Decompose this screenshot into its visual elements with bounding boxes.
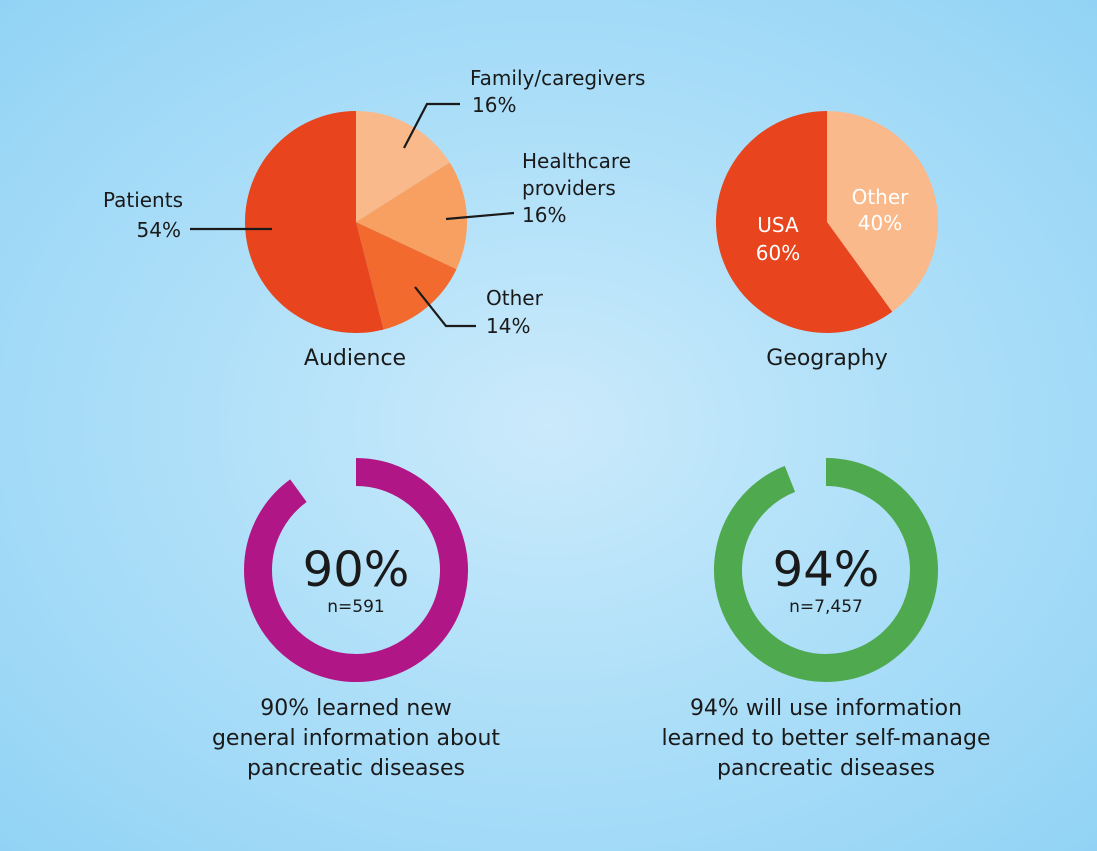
geography-pie-chart: USA 60% Other 40% Geography <box>715 111 938 371</box>
slice-value-healthcare-providers: 16% <box>522 203 566 227</box>
audience-chart-title: Audience <box>304 346 406 371</box>
slice-label-family-caregivers: Family/caregivers <box>470 66 645 90</box>
slice-value-geo-other: 40% <box>858 211 902 235</box>
donut-caption-2-line2: learned to better self-manage <box>661 726 990 751</box>
donut-caption-1-line3: pancreatic diseases <box>247 756 465 781</box>
donut-caption-2-line3: pancreatic diseases <box>717 756 935 781</box>
donut-learned-new-info: 90% n=591 90% learned new general inform… <box>212 458 500 781</box>
leader-line-healthcare-providers <box>445 211 515 221</box>
geography-chart-title: Geography <box>766 346 887 371</box>
slice-value-family-caregivers: 16% <box>472 93 516 117</box>
geography-slice-other <box>827 111 938 312</box>
donut-arc-94 <box>714 458 938 682</box>
audience-pie-chart: Family/caregivers 16% Healthcare provide… <box>103 66 646 371</box>
donut-value-90: 90% <box>303 542 410 598</box>
audience-slice-family-caregivers <box>356 111 450 222</box>
donut-value-94: 94% <box>773 542 880 598</box>
audience-slice-other <box>356 222 457 330</box>
donut-caption-2-line1: 94% will use information <box>690 696 962 721</box>
slice-label-patients: Patients <box>103 188 183 212</box>
donut-self-manage: 94% n=7,457 94% will use information lea… <box>661 458 991 781</box>
slice-label-geo-other: Other <box>852 185 910 209</box>
leader-line-family-caregivers <box>403 102 460 149</box>
donut-arc-90 <box>244 458 468 682</box>
leader-line-other <box>414 286 476 328</box>
donut-n-591: n=591 <box>327 597 384 617</box>
slice-value-other: 14% <box>486 314 530 338</box>
audience-slice-healthcare-providers <box>356 162 468 270</box>
donut-n-7457: n=7,457 <box>789 597 863 617</box>
slice-label-other: Other <box>486 286 544 310</box>
slice-label-healthcare-line1: Healthcare <box>522 149 631 173</box>
slice-label-healthcare-line2: providers <box>522 176 616 200</box>
donut-caption-1-line2: general information about <box>212 726 500 751</box>
slice-value-patients: 54% <box>137 218 181 242</box>
audience-slice-patients <box>244 110 384 333</box>
slice-label-usa: USA <box>757 213 799 237</box>
geography-slice-usa <box>715 111 893 333</box>
slice-value-usa: 60% <box>756 241 800 265</box>
donut-caption-1-line1: 90% learned new <box>260 696 452 721</box>
